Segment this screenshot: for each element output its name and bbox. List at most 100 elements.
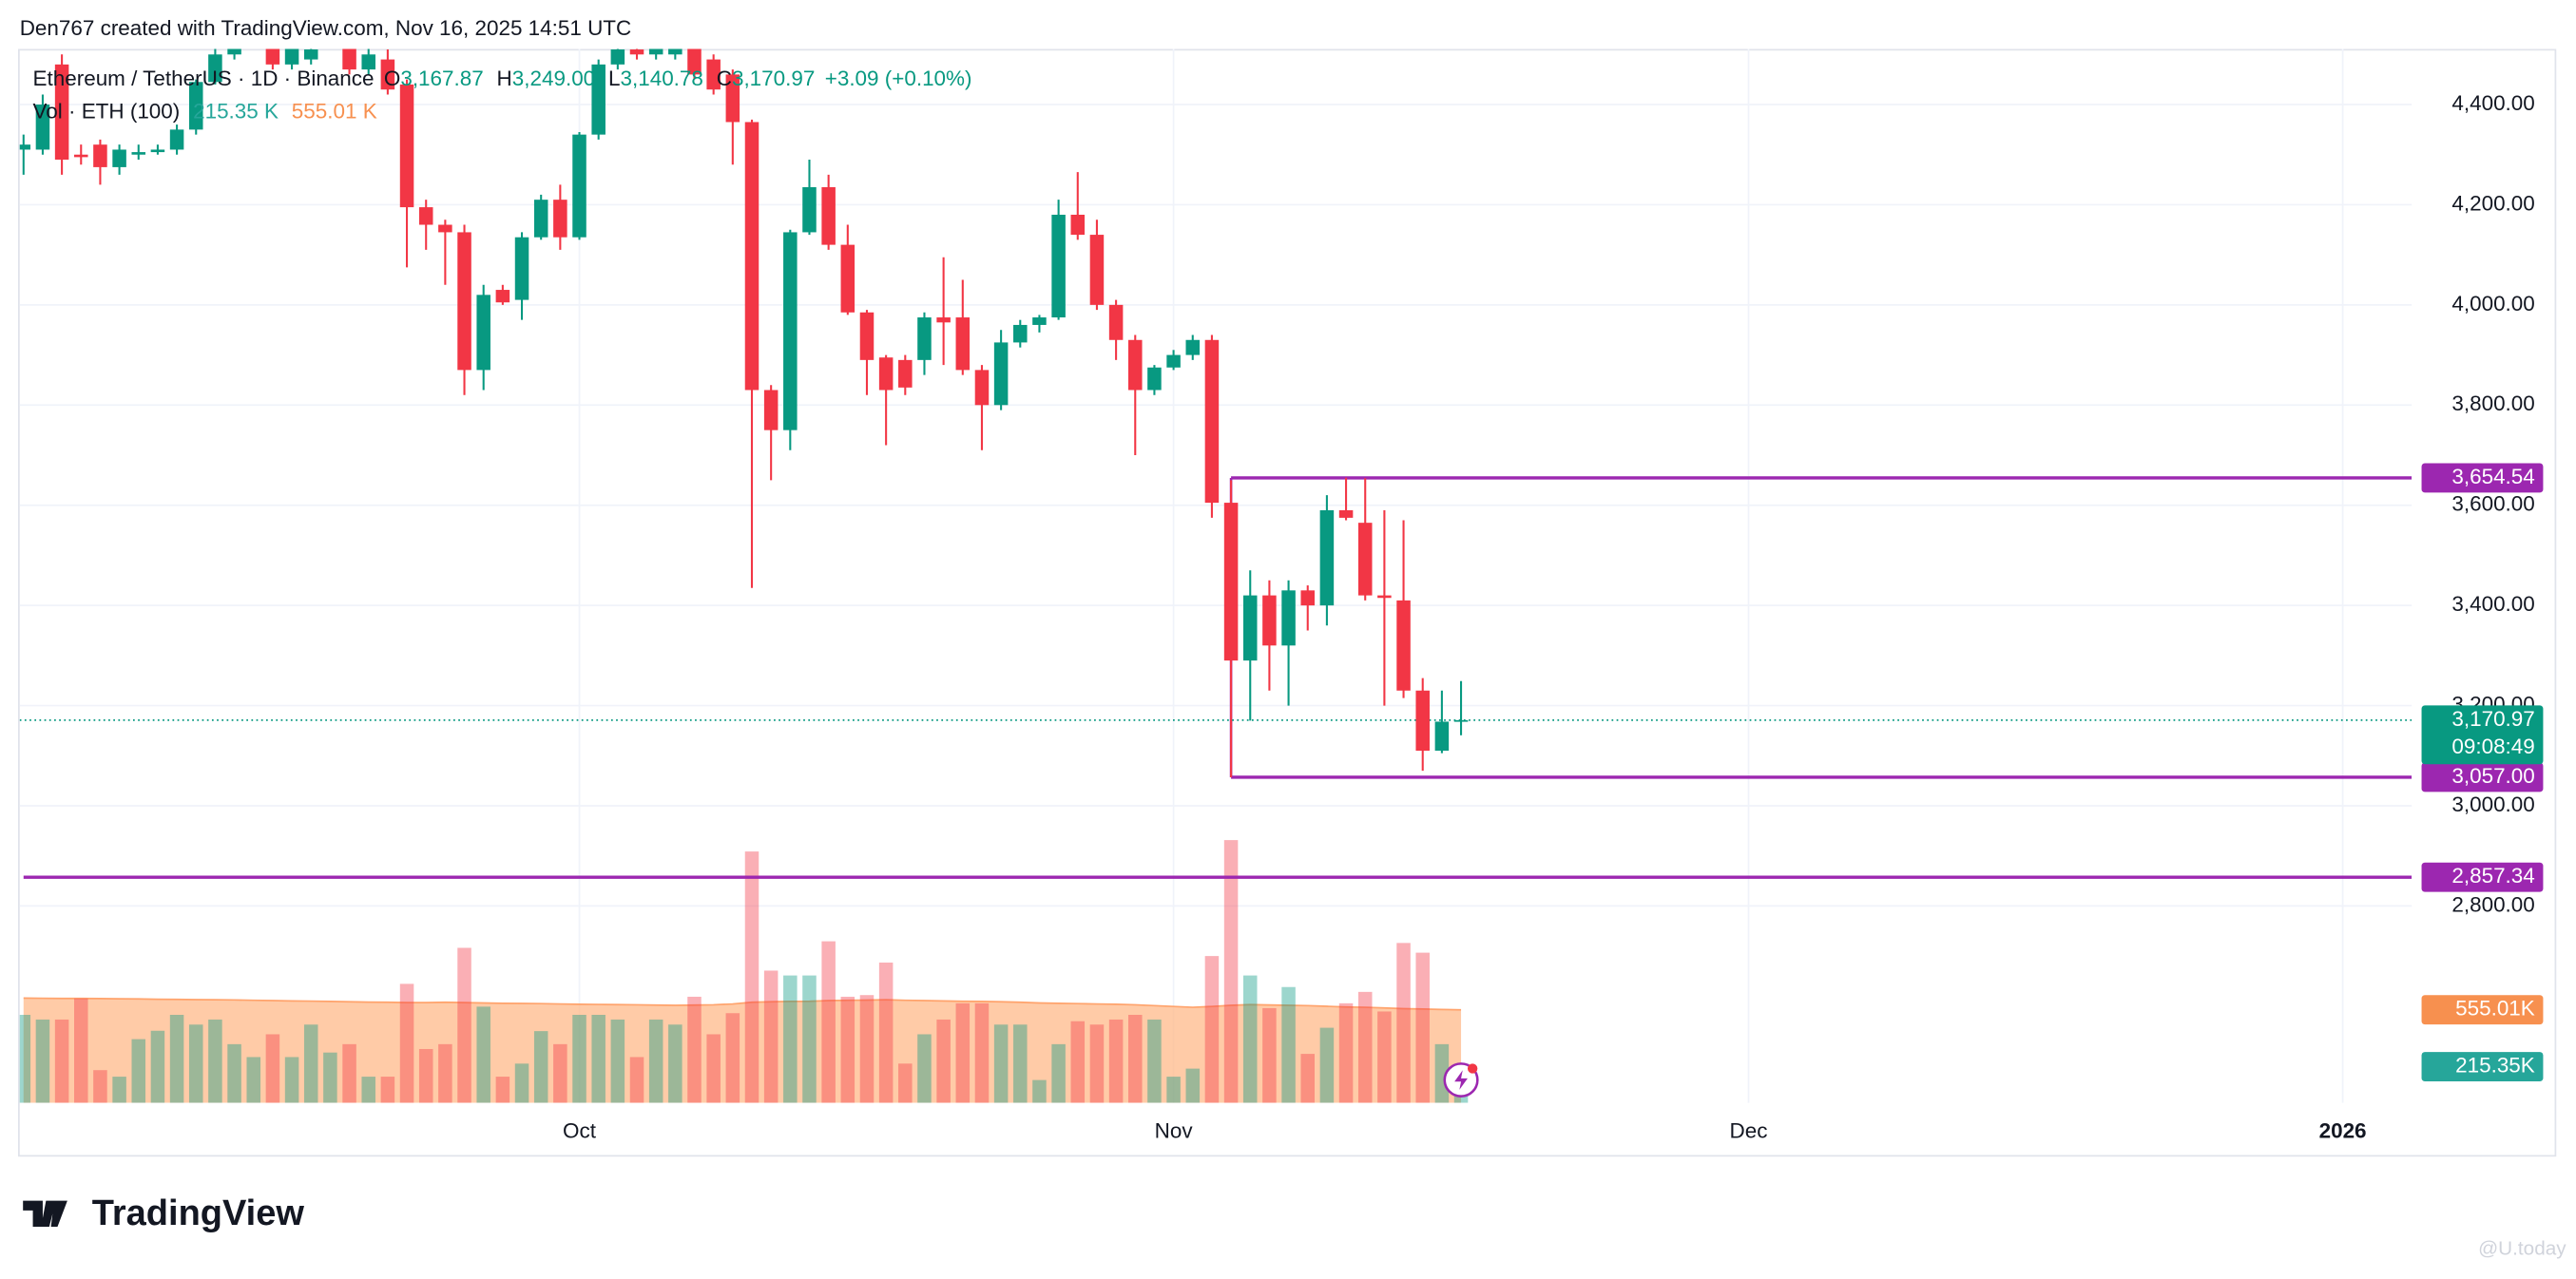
candle-body (150, 149, 165, 153)
candle-body (993, 342, 1009, 406)
volume-bar (687, 996, 702, 1103)
legend-item: H (497, 67, 512, 90)
volume-bar (821, 941, 836, 1103)
candle-body (131, 152, 146, 155)
candle-body (418, 207, 433, 225)
volume-bar (1070, 1021, 1086, 1103)
volume-bar (917, 1034, 932, 1103)
candle-body (955, 317, 971, 371)
candle-body (1070, 214, 1086, 236)
volume-bar (610, 1019, 625, 1103)
legend-item: 3,167.87 (400, 67, 483, 90)
x-tick-label: Nov (1155, 1118, 1194, 1142)
volume-last-label-box (2421, 1052, 2544, 1082)
volume-bar (1434, 1043, 1450, 1103)
candle-body (476, 295, 490, 371)
volume-ma-area (23, 998, 1462, 1103)
volume-bar (514, 1063, 529, 1103)
candle-body (1089, 235, 1105, 305)
candle-body (974, 370, 990, 406)
volume-bar (1319, 1027, 1335, 1103)
volume-bar (1128, 1015, 1143, 1103)
candle-body (19, 144, 31, 150)
candle-body (188, 82, 203, 130)
volume-bar (169, 1015, 184, 1103)
candle-body (859, 312, 875, 360)
candle-body (1128, 339, 1143, 391)
x-tick-label: Dec (1730, 1118, 1768, 1142)
volume-bar (438, 1043, 452, 1103)
candle-body (706, 59, 721, 90)
candle-body (668, 48, 682, 55)
candle-body (361, 54, 375, 70)
candle-body (725, 74, 740, 123)
y-tick-label: 3,600.00 (2451, 492, 2534, 516)
candle-body (342, 48, 356, 70)
volume-bar (265, 1034, 280, 1103)
volume-bar (668, 1024, 682, 1103)
volume-bar (112, 1077, 126, 1103)
watermark: @U.today (2478, 1238, 2566, 1260)
volume-bar (1415, 952, 1430, 1103)
volume-bar (1223, 840, 1239, 1103)
candle-body (112, 149, 126, 167)
level-label-box (2421, 762, 2544, 792)
volume-bar (1300, 1054, 1315, 1103)
volume-bar (840, 996, 855, 1103)
volume-last-label: 215.35K (2455, 1054, 2535, 1078)
candle-body (514, 237, 529, 300)
candle-body (1185, 339, 1201, 355)
brand: TradingView (92, 1193, 305, 1233)
candle-body (1434, 721, 1450, 752)
candle-body (572, 134, 586, 238)
volume-bar (1242, 975, 1258, 1103)
candle-body (1300, 590, 1315, 606)
candle-body (1242, 595, 1258, 661)
candle-body (802, 186, 817, 233)
volume-ma-label: 555.01K (2455, 997, 2535, 1021)
volume-bar (898, 1063, 913, 1103)
last-price-label: 3,170.97 (2451, 707, 2534, 731)
candle-body (35, 105, 50, 150)
candle-body (303, 49, 318, 60)
legend-item: 3,249.00 (512, 67, 595, 90)
legend-item: C (717, 67, 732, 90)
grid: 2,800.003,000.003,200.003,400.003,600.00… (19, 48, 2535, 1142)
candle-body (936, 317, 951, 323)
volume-bar (706, 1034, 721, 1103)
candle-body (898, 359, 913, 388)
replay-bolt (1454, 1070, 1468, 1090)
volume-bar (1204, 956, 1220, 1103)
candle-body (169, 129, 184, 150)
volume-bar (1377, 1011, 1392, 1103)
candle-body (495, 290, 510, 303)
candle-body (1223, 503, 1239, 661)
level-label-box (2421, 862, 2544, 892)
volume-bar (744, 851, 759, 1103)
volume-bar (246, 1057, 260, 1103)
candle-body (917, 317, 932, 360)
candle-body (763, 390, 779, 430)
candle-body (54, 64, 69, 161)
legend-item: 3,140.78 (621, 67, 703, 90)
y-tick-label: 4,200.00 (2451, 191, 2534, 215)
volume-bar (418, 1048, 433, 1103)
volume-bar (936, 1019, 951, 1103)
volume-bar (553, 1043, 567, 1103)
volume-bar (878, 962, 894, 1103)
volume-bar (380, 1077, 395, 1103)
candle-body (744, 122, 759, 391)
candle-body (1319, 509, 1335, 606)
level-label: 2,857.34 (2451, 864, 2534, 888)
y-tick-label: 2,800.00 (2451, 892, 2534, 916)
volume-bar (993, 1024, 1009, 1103)
volume-bar (1166, 1077, 1181, 1103)
candle-body (610, 49, 625, 65)
volume-bar (208, 1019, 222, 1103)
candle-body (1377, 595, 1392, 599)
legend-item: Ethereum / TetherUS · 1D · Binance (33, 67, 375, 90)
volume-bar (19, 1015, 31, 1103)
volume-bar (227, 1043, 241, 1103)
volume-bar (763, 970, 779, 1103)
